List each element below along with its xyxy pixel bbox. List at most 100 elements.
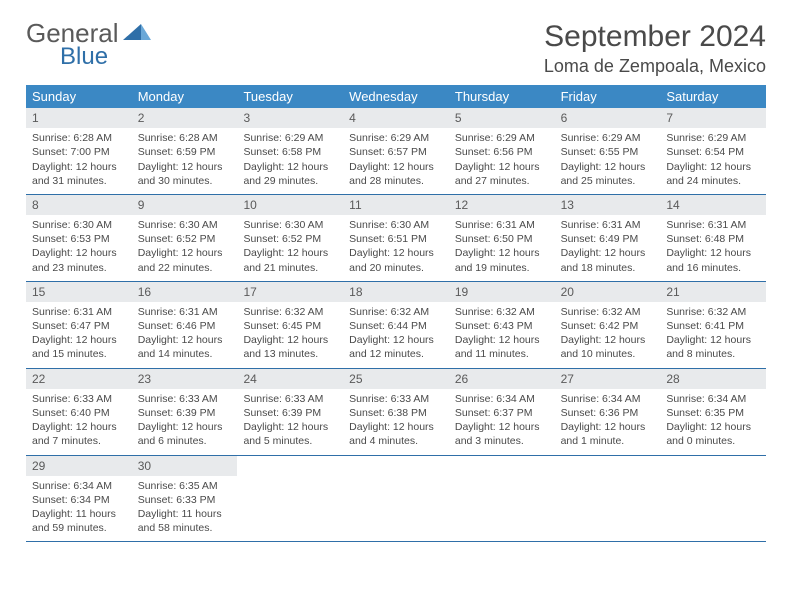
sunset-line: Sunset: 6:46 PM xyxy=(138,319,232,333)
day-cell-empty xyxy=(237,456,343,542)
day-body: Sunrise: 6:33 AMSunset: 6:39 PMDaylight:… xyxy=(237,392,343,449)
daylight-line: Daylight: 12 hours and 19 minutes. xyxy=(455,246,549,274)
day-body: Sunrise: 6:31 AMSunset: 6:46 PMDaylight:… xyxy=(132,305,238,362)
sunrise-line: Sunrise: 6:32 AM xyxy=(455,305,549,319)
day-body: Sunrise: 6:33 AMSunset: 6:40 PMDaylight:… xyxy=(26,392,132,449)
day-number: 24 xyxy=(237,369,343,389)
sunset-line: Sunset: 6:54 PM xyxy=(666,145,760,159)
weekday-header-cell: Tuesday xyxy=(237,85,343,108)
day-cell: 5 Sunrise: 6:29 AMSunset: 6:56 PMDaylight… xyxy=(449,108,555,194)
title-block: September 2024 Loma de Zempoala, Mexico xyxy=(544,20,766,77)
sunrise-line: Sunrise: 6:31 AM xyxy=(455,218,549,232)
sunset-line: Sunset: 6:52 PM xyxy=(138,232,232,246)
sunset-line: Sunset: 6:59 PM xyxy=(138,145,232,159)
sunset-line: Sunset: 6:57 PM xyxy=(349,145,443,159)
sunrise-line: Sunrise: 6:29 AM xyxy=(666,131,760,145)
day-cell: 21 Sunrise: 6:32 AMSunset: 6:41 PMDayligh… xyxy=(660,282,766,368)
day-cell: 28Sunrise: 6:34 AMSunset: 6:35 PMDayligh… xyxy=(660,369,766,455)
daylight-line: Daylight: 12 hours and 21 minutes. xyxy=(243,246,337,274)
day-body: Sunrise: 6:32 AMSunset: 6:44 PMDaylight:… xyxy=(343,305,449,362)
day-body: Sunrise: 6:32 AMSunset: 6:43 PMDaylight:… xyxy=(449,305,555,362)
daylight-line: Daylight: 12 hours and 3 minutes. xyxy=(455,420,549,448)
day-body: Sunrise: 6:29 AMSunset: 6:58 PMDaylight:… xyxy=(237,131,343,188)
sunset-line: Sunset: 6:49 PM xyxy=(561,232,655,246)
logo: General Blue xyxy=(26,20,151,71)
day-body: Sunrise: 6:29 AMSunset: 6:54 PMDaylight:… xyxy=(660,131,766,188)
sunset-line: Sunset: 6:48 PM xyxy=(666,232,760,246)
day-number: 23 xyxy=(132,369,238,389)
sunset-line: Sunset: 6:44 PM xyxy=(349,319,443,333)
sunset-line: Sunset: 6:52 PM xyxy=(243,232,337,246)
sunset-line: Sunset: 6:51 PM xyxy=(349,232,443,246)
sunrise-line: Sunrise: 6:32 AM xyxy=(666,305,760,319)
daylight-line: Daylight: 12 hours and 7 minutes. xyxy=(32,420,126,448)
day-cell: 22 Sunrise: 6:33 AMSunset: 6:40 PMDayligh… xyxy=(26,369,132,455)
sunrise-line: Sunrise: 6:28 AM xyxy=(138,131,232,145)
day-cell: 20Sunrise: 6:32 AMSunset: 6:42 PMDayligh… xyxy=(555,282,661,368)
day-cell: 30Sunrise: 6:35 AMSunset: 6:33 PMDayligh… xyxy=(132,456,238,542)
day-number: 4 xyxy=(343,108,449,128)
daylight-line: Daylight: 12 hours and 12 minutes. xyxy=(349,333,443,361)
day-body: Sunrise: 6:34 AMSunset: 6:34 PMDaylight:… xyxy=(26,479,132,536)
day-cell: 2Sunrise: 6:28 AMSunset: 6:59 PMDaylight… xyxy=(132,108,238,194)
day-body: Sunrise: 6:31 AMSunset: 6:47 PMDaylight:… xyxy=(26,305,132,362)
sunset-line: Sunset: 7:00 PM xyxy=(32,145,126,159)
weeks-container: 1Sunrise: 6:28 AMSunset: 7:00 PMDaylight… xyxy=(26,108,766,542)
daylight-line: Daylight: 12 hours and 4 minutes. xyxy=(349,420,443,448)
day-number: 17 xyxy=(237,282,343,302)
sunrise-line: Sunrise: 6:33 AM xyxy=(32,392,126,406)
week-row: 22 Sunrise: 6:33 AMSunset: 6:40 PMDayligh… xyxy=(26,369,766,456)
daylight-line: Daylight: 12 hours and 27 minutes. xyxy=(455,160,549,188)
daylight-line: Daylight: 12 hours and 20 minutes. xyxy=(349,246,443,274)
sunset-line: Sunset: 6:42 PM xyxy=(561,319,655,333)
sunrise-line: Sunrise: 6:30 AM xyxy=(243,218,337,232)
day-number: 22 xyxy=(26,369,132,389)
day-cell: 10Sunrise: 6:30 AMSunset: 6:52 PMDayligh… xyxy=(237,195,343,281)
day-number: 14 xyxy=(660,195,766,215)
daylight-line: Daylight: 12 hours and 18 minutes. xyxy=(561,246,655,274)
sunset-line: Sunset: 6:56 PM xyxy=(455,145,549,159)
sunrise-line: Sunrise: 6:31 AM xyxy=(138,305,232,319)
day-number: 19 xyxy=(449,282,555,302)
day-body: Sunrise: 6:28 AMSunset: 7:00 PMDaylight:… xyxy=(26,131,132,188)
day-body: Sunrise: 6:33 AMSunset: 6:39 PMDaylight:… xyxy=(132,392,238,449)
day-cell: 25Sunrise: 6:33 AMSunset: 6:38 PMDayligh… xyxy=(343,369,449,455)
daylight-line: Daylight: 12 hours and 8 minutes. xyxy=(666,333,760,361)
day-body: Sunrise: 6:30 AMSunset: 6:53 PMDaylight:… xyxy=(26,218,132,275)
day-number: 1 xyxy=(26,108,132,128)
weekday-header-cell: Friday xyxy=(555,85,661,108)
day-body: Sunrise: 6:30 AMSunset: 6:51 PMDaylight:… xyxy=(343,218,449,275)
daylight-line: Daylight: 12 hours and 31 minutes. xyxy=(32,160,126,188)
day-body: Sunrise: 6:29 AMSunset: 6:56 PMDaylight:… xyxy=(449,131,555,188)
sunrise-line: Sunrise: 6:29 AM xyxy=(349,131,443,145)
day-cell: 15Sunrise: 6:31 AMSunset: 6:47 PMDayligh… xyxy=(26,282,132,368)
sunset-line: Sunset: 6:45 PM xyxy=(243,319,337,333)
day-cell: 19 Sunrise: 6:32 AMSunset: 6:43 PMDayligh… xyxy=(449,282,555,368)
day-cell: 23 Sunrise: 6:33 AMSunset: 6:39 PMDayligh… xyxy=(132,369,238,455)
daylight-line: Daylight: 12 hours and 15 minutes. xyxy=(32,333,126,361)
day-body: Sunrise: 6:29 AMSunset: 6:57 PMDaylight:… xyxy=(343,131,449,188)
sunset-line: Sunset: 6:39 PM xyxy=(138,406,232,420)
daylight-line: Daylight: 12 hours and 24 minutes. xyxy=(666,160,760,188)
sunrise-line: Sunrise: 6:34 AM xyxy=(455,392,549,406)
day-number: 6 xyxy=(555,108,661,128)
day-cell-empty xyxy=(343,456,449,542)
day-body: Sunrise: 6:31 AMSunset: 6:49 PMDaylight:… xyxy=(555,218,661,275)
sunset-line: Sunset: 6:41 PM xyxy=(666,319,760,333)
sunset-line: Sunset: 6:36 PM xyxy=(561,406,655,420)
day-cell: 9Sunrise: 6:30 AMSunset: 6:52 PMDaylight… xyxy=(132,195,238,281)
day-cell: 24 Sunrise: 6:33 AMSunset: 6:39 PMDayligh… xyxy=(237,369,343,455)
sunrise-line: Sunrise: 6:31 AM xyxy=(666,218,760,232)
daylight-line: Daylight: 11 hours and 59 minutes. xyxy=(32,507,126,535)
day-cell: 26Sunrise: 6:34 AMSunset: 6:37 PMDayligh… xyxy=(449,369,555,455)
day-number: 21 xyxy=(660,282,766,302)
sunrise-line: Sunrise: 6:35 AM xyxy=(138,479,232,493)
day-cell-empty xyxy=(555,456,661,542)
sunrise-line: Sunrise: 6:34 AM xyxy=(666,392,760,406)
day-cell: 3Sunrise: 6:29 AMSunset: 6:58 PMDaylight… xyxy=(237,108,343,194)
day-body: Sunrise: 6:32 AMSunset: 6:45 PMDaylight:… xyxy=(237,305,343,362)
daylight-line: Daylight: 12 hours and 14 minutes. xyxy=(138,333,232,361)
day-body: Sunrise: 6:29 AMSunset: 6:55 PMDaylight:… xyxy=(555,131,661,188)
day-cell: 12Sunrise: 6:31 AMSunset: 6:50 PMDayligh… xyxy=(449,195,555,281)
day-number: 5 xyxy=(449,108,555,128)
